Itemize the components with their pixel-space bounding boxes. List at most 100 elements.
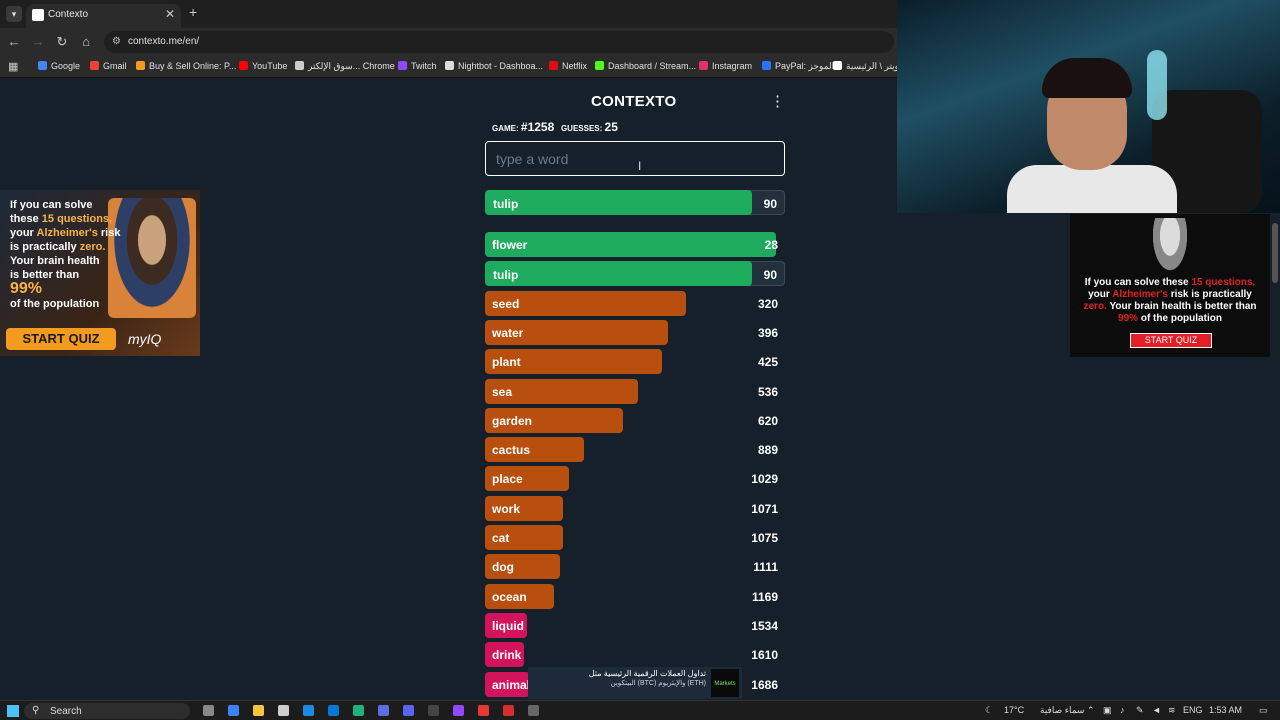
bookmark-item[interactable]: تويتر \ الرئيسية [833, 61, 902, 72]
weather-desc[interactable]: سماء صافية [1040, 705, 1085, 715]
back-icon[interactable]: ← [7, 34, 21, 49]
address-bar[interactable]: ⚙ contexto.me/en/ [104, 31, 894, 53]
game-number: #1258 [520, 120, 555, 134]
mail-icon[interactable] [303, 705, 314, 716]
reload-icon[interactable]: ↻ [56, 34, 68, 49]
streamer-body [1007, 165, 1177, 213]
taskbar-search[interactable]: ⚲ Search [24, 703, 190, 719]
ad-portrait-image [108, 198, 196, 318]
guess-row: work 1071 [485, 495, 785, 521]
left-ad-start-quiz-button[interactable]: START QUIZ [6, 328, 116, 350]
site-info-icon[interactable]: ⚙ [112, 36, 121, 47]
weather-temp[interactable]: 17°C [1004, 705, 1025, 715]
home-icon[interactable]: ⌂ [82, 34, 90, 49]
edge-icon[interactable] [353, 705, 364, 716]
calendar-icon[interactable] [328, 705, 339, 716]
bookmark-item[interactable]: Google [38, 61, 80, 71]
guess-rank: 425 [757, 355, 778, 370]
bookmark-item[interactable]: PayPal: الموجز [762, 61, 834, 72]
bookmark-item[interactable]: Gmail [90, 61, 127, 71]
bottom-ad-banner[interactable]: تداول العملات الرقمية الرئيسية مثل البيت… [528, 667, 742, 699]
microphone-icon[interactable]: ♪ [1120, 705, 1125, 715]
discord-icon[interactable] [403, 705, 414, 716]
tab-contexto[interactable]: Contexto ✕ [26, 4, 181, 28]
bookmark-item[interactable]: سوق الإلكتر... Chrome [295, 61, 395, 72]
twitch-icon[interactable] [453, 705, 464, 716]
guess-similarity-bar [485, 495, 563, 521]
close-tab-icon[interactable]: ✕ [164, 7, 175, 21]
page-scrollbar[interactable] [1270, 213, 1280, 663]
guess-similarity-bar [485, 261, 752, 287]
windows-start-icon[interactable] [7, 705, 19, 717]
guess-word: water [492, 325, 524, 340]
streamer-hair [1042, 58, 1132, 98]
bookmark-label: Netflix [562, 61, 588, 71]
guess-row: flower 28 [485, 232, 785, 257]
forward-icon[interactable]: → [31, 34, 45, 49]
copilot-icon[interactable] [228, 705, 239, 716]
bookmark-item[interactable]: Twitch [398, 61, 437, 71]
tray-chevron-icon[interactable]: ⌃ [1087, 705, 1095, 715]
app-icon-dark[interactable] [528, 705, 539, 716]
weather-moon-icon[interactable]: ☾ [985, 705, 994, 715]
bookmark-item[interactable]: Nightbot - Dashboa... [445, 61, 543, 71]
app-icon-blue[interactable] [378, 705, 389, 716]
guess-similarity-bar [485, 525, 563, 550]
last-guess-bar [485, 190, 752, 215]
language-indicator[interactable]: ENG [1183, 705, 1203, 715]
right-ad-text: If you can solve these 15 questions, you… [1083, 277, 1257, 324]
guess-rank: 536 [757, 384, 778, 399]
guess-row: ocean 1169 [485, 583, 785, 609]
notifications-icon[interactable]: ▭ [1259, 705, 1268, 715]
guess-similarity-bar [485, 583, 554, 609]
bookmark-item[interactable]: YouTube [239, 61, 287, 71]
bookmark-item[interactable]: Buy & Sell Online: P... [136, 61, 236, 71]
webcam-overlay [897, 0, 1280, 213]
bookmark-favicon-icon [699, 61, 708, 70]
app-icon-red[interactable] [503, 705, 514, 716]
app-icon-gray[interactable] [428, 705, 439, 716]
left-ad-banner[interactable]: If you can solve these 15 questions, you… [0, 190, 200, 356]
guess-similarity-bar [485, 466, 569, 492]
network-icon[interactable]: ≋ [1168, 705, 1176, 715]
pen-icon[interactable]: ✎ [1136, 705, 1144, 715]
scrollbar-thumb[interactable] [1272, 223, 1278, 283]
chrome-icon[interactable] [478, 705, 489, 716]
bottom-ad-headline: تداول العملات الرقمية الرئيسية مثل [588, 669, 706, 678]
guess-row: cactus 889 [485, 437, 785, 463]
bookmark-label: Google [51, 61, 81, 71]
file-explorer-icon[interactable] [253, 705, 264, 716]
guess-word: sea [492, 384, 513, 399]
store-icon[interactable] [278, 705, 289, 716]
apps-grid-icon[interactable]: ▦ [8, 61, 19, 73]
bookmark-item[interactable]: Instagram [699, 61, 752, 71]
bookmark-item[interactable]: Netflix [549, 61, 587, 71]
clock-time[interactable]: 1:53 AM [1209, 705, 1243, 715]
right-ad-start-quiz-button[interactable]: START QUIZ [1130, 333, 1212, 348]
guess-similarity-bar [485, 437, 584, 463]
bookmark-item[interactable]: Dashboard / Stream... [595, 61, 696, 71]
guess-similarity-bar [485, 378, 638, 404]
tray-app-icon[interactable]: ▣ [1103, 705, 1112, 715]
bookmark-favicon-icon [38, 61, 47, 70]
tab-search-icon[interactable]: ▾ [6, 6, 22, 22]
left-ad-text: If you can solve these 15 questions, you… [10, 199, 121, 310]
guess-word: cat [492, 531, 510, 545]
guess-similarity-bar [485, 319, 668, 345]
more-options-icon[interactable]: ⋮ [770, 93, 785, 110]
bookmark-label: YouTube [252, 61, 288, 71]
last-guess-row: tulip 90 [485, 190, 785, 215]
guess-similarity-bar [485, 671, 530, 697]
new-tab-icon[interactable]: + [189, 4, 198, 20]
guess-row: cat 1075 [485, 525, 785, 550]
sound-icon[interactable]: ◄ [1152, 705, 1161, 715]
guess-input[interactable] [485, 141, 785, 176]
right-ad-banner[interactable]: If you can solve these 15 questions, you… [1070, 214, 1270, 357]
guess-rank: 1169 [751, 589, 778, 604]
last-guess-word: tulip [493, 197, 519, 211]
bookmark-favicon-icon [90, 61, 99, 70]
task-view-icon[interactable] [203, 705, 214, 716]
game-stats: GAME: #1258 GUESSES: 25 [492, 120, 618, 134]
guess-rank: 1029 [751, 472, 778, 487]
